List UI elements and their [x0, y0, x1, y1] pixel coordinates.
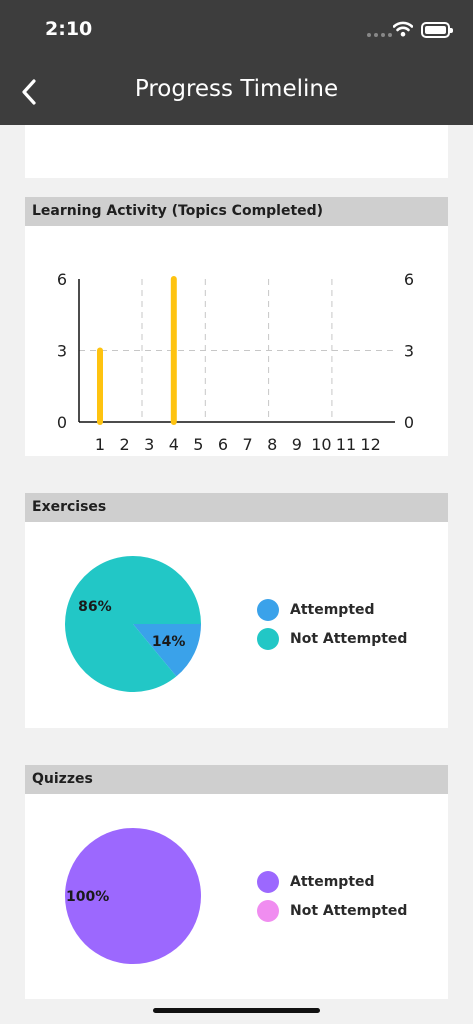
status-time: 2:10 [45, 18, 93, 40]
quizzes-pie-chart: 100% [65, 828, 201, 964]
y-tick-label-left: 3 [57, 342, 67, 361]
x-tick-label: 1 [95, 435, 105, 454]
battery-icon [421, 22, 453, 38]
legend-item-attempted: Attempted [257, 867, 407, 896]
x-tick-label: 4 [169, 435, 179, 454]
exercises-legend: Attempted Not Attempted [257, 595, 407, 653]
legend-dot [257, 899, 279, 922]
x-tick-label: 6 [218, 435, 228, 454]
x-tick-label: 7 [243, 435, 253, 454]
wifi-icon [393, 21, 413, 37]
page-title: Progress Timeline [134, 76, 339, 102]
exercises-card: Exercises 14% 86% Attempted Not Attempted [25, 493, 448, 728]
top-bar: 2:10 Progress Timeline [0, 0, 473, 125]
x-tick-label: 2 [120, 435, 130, 454]
learning-activity-chart: 0 03 36 61 2 3 4 5 6 7 8 9 10 11 12 [57, 270, 414, 454]
previous-card [25, 125, 448, 178]
x-tick-label: 12 [360, 435, 380, 454]
exercises-title: Exercises [25, 493, 448, 522]
x-tick-label: 5 [193, 435, 203, 454]
pie-value-label: 86% [78, 599, 112, 615]
pie-value-label: 100% [66, 889, 109, 905]
y-tick-label-right: 6 [404, 270, 414, 289]
y-tick-label-left: 0 [57, 413, 67, 432]
y-tick-label-right: 0 [404, 413, 414, 432]
x-tick-label: 11 [336, 435, 356, 454]
legend-label: Not Attempted [290, 630, 408, 647]
quizzes-legend: Attempted Not Attempted [257, 867, 407, 925]
pie-slice [133, 624, 201, 677]
back-button[interactable] [14, 76, 44, 108]
legend-label: Attempted [290, 601, 375, 618]
pie-value-label: 14% [152, 634, 186, 650]
quizzes-title: Quizzes [25, 765, 448, 794]
x-tick-label: 3 [144, 435, 154, 454]
signal-icon [367, 33, 392, 37]
learning-activity-card: Learning Activity (Topics Completed) 0 0 3… [25, 197, 448, 456]
home-indicator [153, 1008, 320, 1013]
legend-label: Not Attempted [290, 902, 408, 919]
legend-dot [257, 598, 279, 621]
legend-item-attempted: Attempted [257, 595, 407, 624]
chevron-left-icon [22, 79, 36, 105]
legend-item-not-attempted: Not Attempted [257, 624, 407, 653]
x-tick-label: 10 [311, 435, 331, 454]
legend-item-not-attempted: Not Attempted [257, 896, 407, 925]
learning-activity-title: Learning Activity (Topics Completed) [25, 197, 448, 226]
y-tick-label-left: 6 [57, 270, 67, 289]
pie-slice [65, 828, 201, 964]
legend-dot [257, 870, 279, 893]
x-tick-label: 9 [292, 435, 302, 454]
legend-label: Attempted [290, 873, 375, 890]
exercises-pie-chart: 14% 86% [65, 556, 201, 692]
pie-slice [65, 556, 201, 692]
y-tick-label-right: 3 [404, 342, 414, 361]
legend-dot [257, 627, 279, 650]
quizzes-card: Quizzes 100% Attempted Not Attempted [25, 765, 448, 999]
x-tick-label: 8 [267, 435, 277, 454]
